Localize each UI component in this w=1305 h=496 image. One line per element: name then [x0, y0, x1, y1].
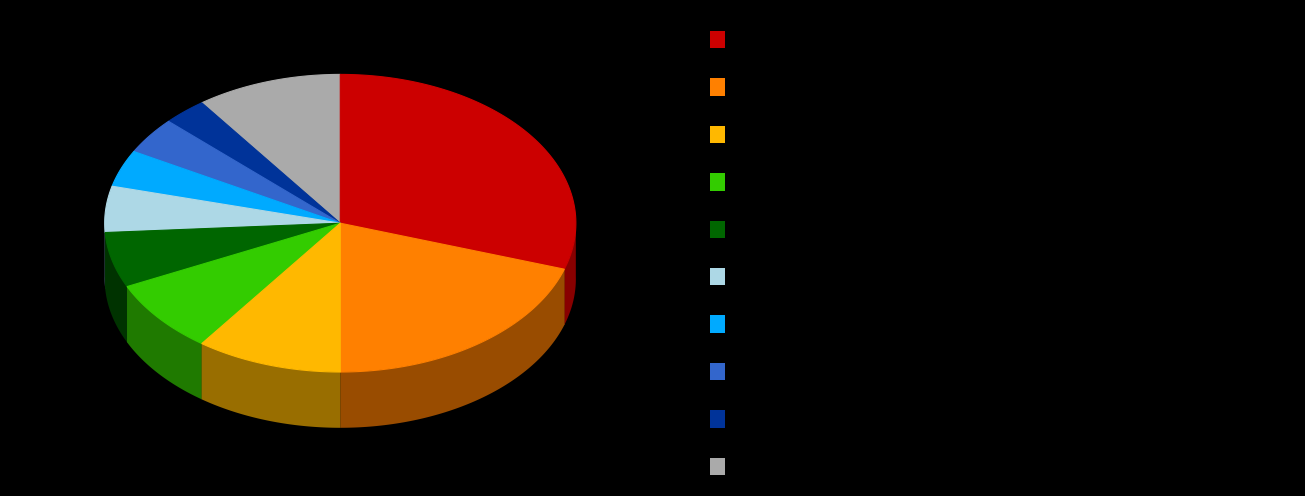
Text: Medium blue: Medium blue [728, 367, 801, 376]
Polygon shape [202, 344, 341, 428]
Polygon shape [127, 223, 341, 344]
Bar [710, 268, 726, 285]
Text: NOTCH1 mutation: NOTCH1 mutation [728, 177, 829, 187]
Text: Cyan: Cyan [728, 319, 757, 329]
Polygon shape [341, 223, 564, 325]
Polygon shape [202, 223, 341, 399]
Polygon shape [341, 74, 576, 269]
Bar [710, 78, 726, 96]
Polygon shape [127, 223, 341, 342]
Bar [710, 221, 726, 238]
Text: Light blue: Light blue [728, 272, 784, 282]
Polygon shape [106, 223, 341, 287]
Polygon shape [168, 103, 341, 223]
Polygon shape [106, 223, 341, 288]
Polygon shape [341, 269, 564, 428]
Polygon shape [106, 233, 127, 342]
Polygon shape [134, 122, 341, 223]
Polygon shape [104, 186, 341, 233]
Polygon shape [341, 223, 564, 325]
Polygon shape [127, 287, 202, 399]
Bar [710, 31, 726, 48]
Polygon shape [564, 220, 576, 325]
Text: BIRC3 disruption: BIRC3 disruption [728, 82, 821, 92]
Text: Gray: Gray [728, 461, 756, 471]
Polygon shape [202, 74, 341, 223]
Text: Rossi et al.: Rossi et al. [728, 224, 790, 234]
Polygon shape [112, 151, 341, 223]
Polygon shape [127, 223, 341, 342]
Polygon shape [202, 223, 341, 372]
Text: Dark blue: Dark blue [728, 414, 783, 424]
Bar [710, 410, 726, 428]
Polygon shape [106, 223, 341, 288]
Bar [710, 126, 726, 143]
Bar [710, 315, 726, 333]
Text: SF3B1 mutation: SF3B1 mutation [728, 129, 818, 139]
Bar [710, 457, 726, 475]
Polygon shape [341, 223, 564, 372]
Polygon shape [202, 223, 341, 399]
Text: TP53 disruption: TP53 disruption [728, 35, 816, 45]
Bar [710, 173, 726, 190]
Bar [710, 363, 726, 380]
